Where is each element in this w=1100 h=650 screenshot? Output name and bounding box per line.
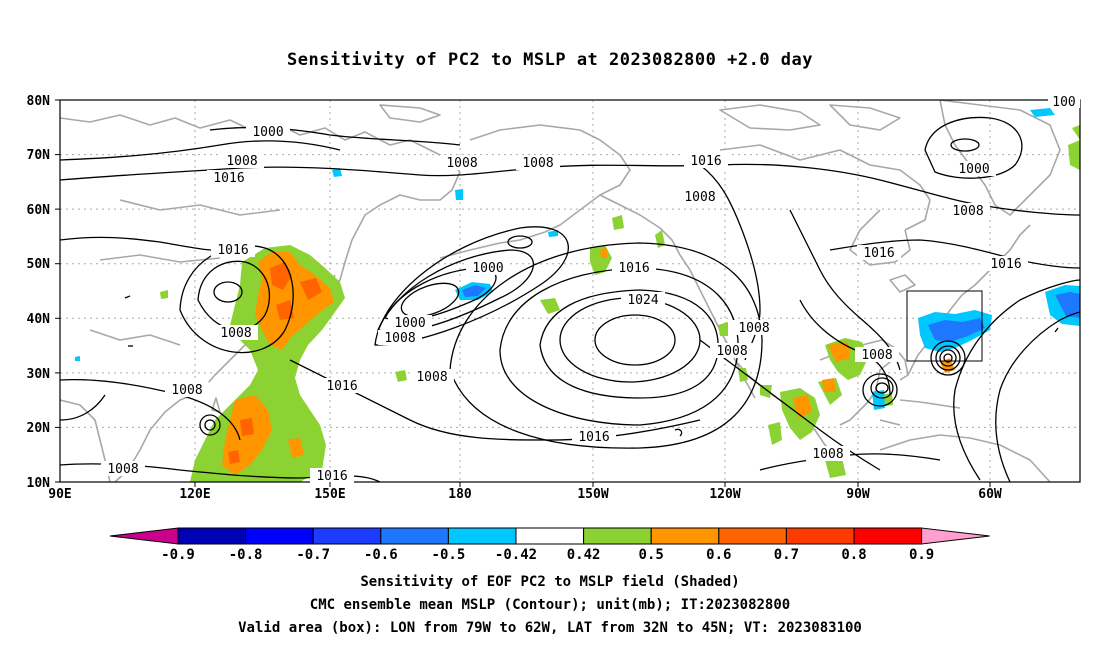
lon-label: 90W [846,487,870,502]
colorbar-swatch [650,527,720,545]
colorbar-swatch [312,527,382,545]
caption-line-3: Valid area (box): LON from 79W to 62W, L… [238,620,862,636]
colorbar-left-tip [109,527,179,545]
colorbar-right-tip [921,527,990,545]
contour-label: 1016 [990,257,1021,272]
colorbar-label: 0.9 [909,547,934,563]
contour-label: 1000 [394,316,425,331]
figure-title: Sensitivity of PC2 to MSLP at 2023082800… [286,50,813,70]
colorbar-swatch [785,527,855,545]
lat-label: 80N [27,94,51,109]
colorbar-label: -0.9 [161,547,195,563]
contour-label: 1008 [738,321,769,336]
lat-label: 20N [27,421,51,436]
colorbar-swatch [515,527,585,545]
lat-labels: 80N 70N 60N 50N 40N 30N 20N 10N [27,94,51,491]
contour-label: 1016 [618,261,649,276]
contour-label: 1008 [861,348,892,363]
contour-label: 1016 [863,246,894,261]
contour-label: 1016 [578,430,609,445]
sensitivity-shading [75,108,1080,482]
contour-label: 1016 [326,379,357,394]
contour-label: 1008 [220,326,251,341]
lat-label: 30N [27,367,51,382]
contour-label: 1016 [217,243,248,258]
colorbar-label: -0.7 [296,547,330,563]
colorbar-label: -0.5 [432,547,466,563]
contour-label: 1008 [812,447,843,462]
lon-ticks [194,482,991,487]
lon-label: 150W [577,487,608,502]
contour-label: 1000 [958,162,989,177]
lat-label: 40N [27,312,51,327]
contour-label: 1016 [316,469,347,484]
contour-label: 1008 [384,331,415,346]
contour-label: 1008 [107,462,138,477]
contour-label: 1008 [522,156,553,171]
contour-label: 1008 [716,344,747,359]
lat-label: 70N [27,148,51,163]
valid-area-box [906,290,983,362]
contour-label: 1008 [684,190,715,205]
colorbar-swatch [853,527,923,545]
contour-label: 100 [1052,95,1075,110]
contour-label: 1016 [690,154,721,169]
lon-labels: 90E 120E 150E 180 150W 120W 90W 60W [48,487,1002,502]
caption-line-1: Sensitivity of EOF PC2 to MSLP field (Sh… [360,574,740,590]
contour-label: 1016 [213,171,244,186]
lon-label: 60W [978,487,1002,502]
colorbar-swatch [718,527,787,545]
colorbar-label: -0.42 [495,547,537,563]
contour-label: 1008 [171,383,202,398]
colorbar-swatch [245,527,314,545]
colorbar-label: 0.8 [841,547,866,563]
colorbar-swatch [177,527,247,545]
map-frame [59,99,1081,483]
lon-label: 120E [179,487,210,502]
contour-label: 1008 [416,370,447,385]
lat-label: 10N [27,476,51,491]
contour-label: 1008 [952,204,983,219]
lon-label: 120W [709,487,740,502]
colorbar: -0.9 -0.8 -0.7 -0.6 -0.5 -0.42 0.42 0.5 0.6 0.7 0.… [109,527,990,563]
colorbar-label: 0.6 [706,547,731,563]
lon-label: 150E [314,487,345,502]
contour-label: 1000 [252,125,283,140]
colorbar-label: 0.42 [567,547,601,563]
colorbar-label: 0.7 [774,547,799,563]
contour-labels: 1000 1008 1016 1008 1016 1008 1008 1016 … [101,95,1080,484]
lat-label: 60N [27,203,51,218]
colorbar-label: -0.6 [364,547,398,563]
contour-label: 1008 [226,154,257,169]
colorbar-label: -0.8 [229,547,263,563]
lon-label: 180 [448,487,472,502]
colorbar-swatch [380,527,449,545]
colorbar-swatch [583,527,652,545]
lat-ticks [55,99,60,483]
contour-label: 1008 [446,156,477,171]
contour-label: 1024 [627,293,658,308]
contour-label: 1000 [472,261,503,276]
lat-label: 50N [27,257,51,272]
colorbar-label: 0.5 [639,547,664,563]
caption-line-2: CMC ensemble mean MSLP (Contour); unit(m… [309,597,791,613]
lon-label: 90E [48,487,71,502]
colorbar-swatch [447,527,517,545]
